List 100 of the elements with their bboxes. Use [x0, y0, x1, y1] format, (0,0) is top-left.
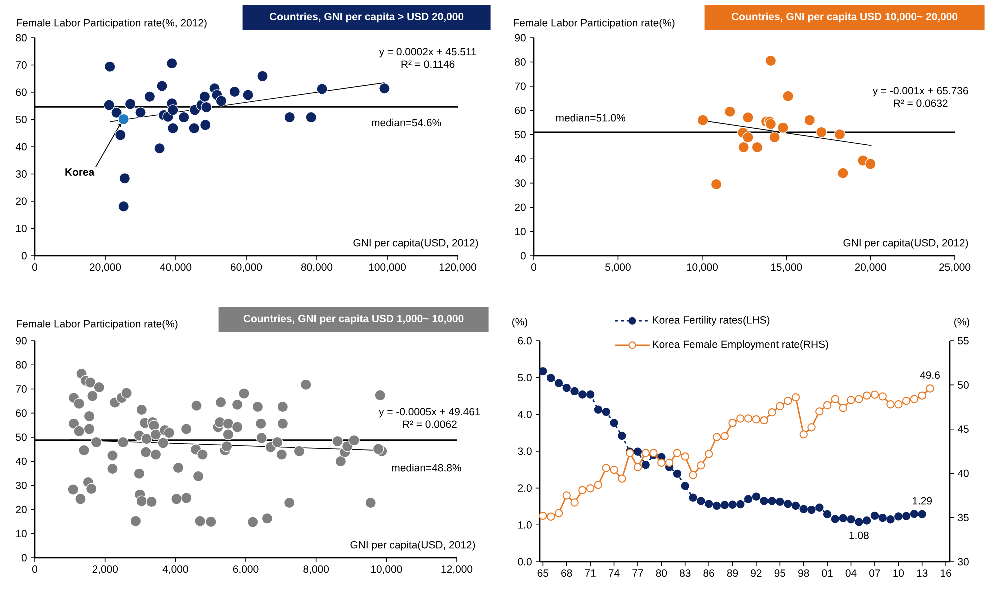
y-axis-title: Female Labor Participation rate(%, 2012)	[17, 19, 207, 29]
y-tick-label: 50	[16, 434, 27, 442]
annotation: R² = 0.1146	[402, 60, 455, 68]
y-tick-label: 10	[16, 225, 27, 232]
x-tick-label: 07	[870, 570, 880, 578]
x-tick-label: 04	[846, 570, 857, 578]
x-tick-label: 10,000	[687, 264, 718, 272]
x-tick-label: 120,000	[440, 264, 476, 272]
ref-line-label: median=51.0%	[556, 114, 626, 122]
y-tick-label: 30	[515, 180, 526, 188]
y-tick-label: 60	[16, 88, 27, 96]
x-tick-label: 80	[656, 570, 668, 578]
y-tick-label: 0	[22, 554, 27, 562]
y-tick-label: 10	[16, 530, 27, 538]
y-tick-label: 90	[16, 337, 27, 345]
x-tick-label: 74	[608, 570, 620, 577]
y-tick-label: 0.0	[518, 558, 532, 566]
y-tick-label: 50	[515, 131, 526, 139]
y-tick-label: 2.0	[518, 484, 532, 492]
x-tick-label: 4,000	[162, 566, 188, 574]
x-tick-label: 77	[632, 570, 644, 577]
x-tick-label: 68	[562, 570, 572, 578]
y-axis-title: Female Labor Participation rate(%)	[514, 19, 675, 29]
y2-axis-title: (%)	[954, 318, 970, 328]
data-label: 1.29	[912, 497, 932, 505]
annotation: y = -0.0005x + 49.461	[379, 408, 480, 418]
x-tick-label: 83	[680, 570, 691, 578]
x-tick-label: 89	[727, 570, 738, 578]
x-tick-label: 60,000	[231, 264, 262, 272]
y2-tick-label: 50	[958, 381, 969, 389]
x-tick-label: 10	[894, 570, 904, 578]
y2-tick-label: 55	[958, 337, 969, 345]
ref-line-label: median=54.6%	[372, 118, 442, 127]
y-tick-label: 70	[515, 82, 526, 90]
y-tick-label: 4.0	[518, 410, 532, 418]
y-tick-label: 20	[515, 204, 526, 212]
x-tick-label: 71	[585, 570, 596, 577]
y-tick-label: 80	[515, 58, 526, 66]
y-tick-label: 1.0	[518, 521, 532, 529]
y-tick-label: 0	[22, 252, 27, 260]
x-tick-label: 13	[917, 570, 928, 578]
y2-tick-label: 35	[958, 514, 969, 522]
y2-tick-label: 45	[958, 426, 969, 434]
y-tick-label: 3.0	[518, 448, 532, 456]
y-tick-label: 10	[515, 228, 526, 236]
y-tick-label: 20	[16, 198, 27, 206]
data-label: 49.6	[920, 372, 940, 380]
x-tick-label: 6,000	[233, 566, 259, 574]
y-tick-label: 30	[16, 482, 27, 490]
y-tick-label: 5.0	[518, 374, 532, 382]
x-tick-label: 20,000	[90, 264, 122, 272]
annotation: y = -0.001x + 65.736	[872, 87, 968, 97]
x-tick-label: 15,000	[771, 264, 802, 272]
data-label: 1.08	[850, 532, 869, 540]
y-tick-label: 50	[16, 116, 27, 124]
x-tick-label: 25,000	[940, 264, 971, 272]
y-axis-title: Female Labor Participation rate(%)	[17, 320, 178, 330]
x-tick-label: 10,000	[371, 566, 402, 574]
legend-label: Korea Fertility rates(LHS)	[653, 316, 770, 326]
y-tick-label: 80	[16, 361, 27, 369]
legend-label: Korea Female Employment rate(RHS)	[653, 340, 828, 350]
ref-line-label: median=48.8%	[392, 464, 462, 472]
annotation: R² = 0.0632	[894, 100, 948, 108]
x-tick-label: 5,000	[606, 264, 631, 272]
x-tick-label: 40,000	[160, 264, 192, 272]
x-tick-label: 80,000	[301, 264, 333, 272]
annotation: R² = 0.0062	[403, 420, 457, 428]
chart-title: Countries, GNI per capita > USD 20,000	[270, 12, 464, 23]
x-axis-title: GNI per capita(USD, 2012)	[350, 541, 476, 551]
y-axis-title: (%)	[512, 318, 528, 328]
annotation: Korea	[66, 168, 95, 176]
y-tick-label: 80	[16, 34, 27, 42]
y-tick-label: 60	[16, 410, 27, 418]
x-tick-label: 0	[32, 566, 38, 574]
y-tick-label: 90	[515, 34, 526, 42]
annotation: y = 0.0002x + 45.511	[379, 48, 476, 58]
x-tick-label: 20,000	[855, 264, 886, 272]
chart-title: Countries, GNI per capita USD 10,000~ 20,000	[732, 12, 958, 23]
y-tick-label: 40	[16, 458, 27, 466]
y-tick-label: 0	[520, 252, 526, 260]
y-tick-label: 70	[16, 386, 27, 393]
x-tick-label: 92	[751, 570, 762, 578]
x-tick-label: 100,000	[369, 264, 406, 272]
x-tick-label: 0	[532, 264, 537, 272]
y-tick-label: 40	[514, 155, 526, 163]
x-axis-title: GNI per capita(USD, 2012)	[354, 239, 478, 249]
x-tick-label: 8,000	[304, 566, 330, 574]
y-tick-label: 70	[16, 62, 27, 69]
chart-title: Countries, GNI per capita USD 1,000~ 10,000	[244, 314, 464, 325]
x-axis-title: GNI per capita(USD, 2012)	[844, 239, 968, 249]
x-tick-label: 12,000	[442, 566, 473, 574]
x-tick-label: 65	[538, 570, 549, 578]
y-tick-label: 40	[16, 143, 27, 151]
x-tick-label: 95	[774, 570, 786, 578]
x-tick-label: 16	[941, 570, 952, 578]
y2-tick-label: 40	[958, 470, 969, 478]
y2-tick-label: 30	[958, 558, 969, 566]
y-tick-label: 6.0	[518, 337, 532, 345]
x-tick-label: 98	[798, 570, 810, 578]
x-tick-label: 01	[822, 570, 833, 578]
